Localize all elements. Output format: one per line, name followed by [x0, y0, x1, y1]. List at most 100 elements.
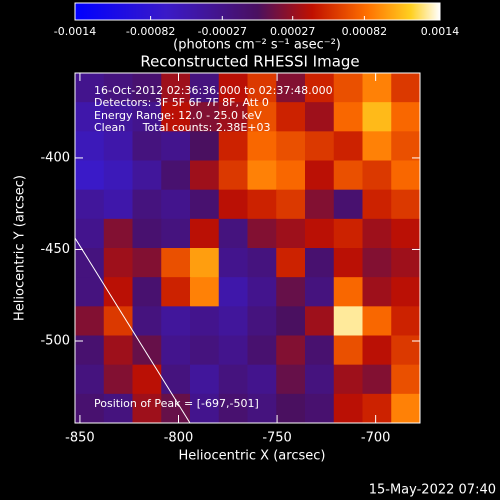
heatmap-cell	[362, 306, 392, 336]
heatmap-cell	[218, 248, 248, 278]
x-tick-label: -850	[65, 431, 95, 446]
heatmap-cell	[391, 160, 420, 191]
heatmap-cell	[218, 277, 248, 307]
heatmap-cell	[132, 306, 162, 336]
heatmap-cell	[190, 393, 220, 423]
heatmap-cell	[103, 248, 133, 278]
heatmap-cell	[391, 189, 420, 220]
heatmap-cell	[305, 306, 335, 336]
heatmap-cell	[362, 248, 392, 278]
heatmap-cell	[103, 393, 133, 423]
heatmap-cell	[132, 364, 162, 395]
annotation: 16-Oct-2012 02:36:36.000 to 02:37:48.000	[94, 84, 333, 97]
colorbar	[74, 2, 441, 21]
heatmap-cell	[247, 189, 277, 220]
heatmap-cell	[132, 277, 162, 307]
heatmap-cell	[190, 189, 220, 220]
colorbar-tick-label: -0.00082	[126, 25, 175, 38]
heatmap-cell	[218, 218, 248, 249]
heatmap-cell	[132, 189, 162, 220]
heatmap-cell	[305, 160, 335, 191]
heatmap-cell	[190, 218, 220, 249]
heatmap-cell	[362, 131, 392, 161]
heatmap-cell	[132, 73, 162, 103]
heatmap-cell	[391, 364, 420, 395]
heatmap-cell	[391, 218, 420, 249]
colorbar-tick-label: -0.00027	[198, 25, 247, 38]
x-tick-label: -750	[262, 431, 292, 446]
colorbar-tick-label: 0.00027	[270, 25, 316, 38]
heatmap-cell	[161, 306, 191, 336]
heatmap-cell	[132, 393, 162, 423]
heatmap-cell	[161, 73, 191, 103]
heatmap-cell	[305, 364, 335, 395]
heatmap-cell	[161, 131, 191, 161]
x-tick-label: -800	[164, 431, 194, 446]
timestamp: 15-May-2022 07:40	[369, 483, 496, 498]
heatmap-cell	[276, 73, 306, 103]
heatmap-cell	[75, 131, 105, 161]
heatmap-cell	[276, 102, 306, 132]
heatmap-cell	[305, 393, 335, 423]
heatmap-cell	[75, 189, 105, 220]
heatmap-cell	[161, 393, 191, 423]
annotation: Energy Range: 12.0 - 25.0 keV	[94, 109, 262, 122]
heatmap-cell	[391, 131, 420, 161]
heatmap-cell	[161, 160, 191, 191]
heatmap-cell	[362, 160, 392, 191]
heatmap-cell	[103, 102, 133, 132]
heatmap-cell	[190, 277, 220, 307]
heatmap-cell	[218, 131, 248, 161]
solar-limb	[75, 237, 191, 423]
chart-title: Reconstructed RHESSI Image	[140, 53, 359, 71]
heatmap-cell	[132, 218, 162, 249]
heatmap-cell	[75, 102, 105, 132]
heatmap-cell	[218, 393, 248, 423]
heatmap-cell	[391, 335, 420, 366]
heatmap-cell	[333, 73, 363, 103]
heatmap-cell	[190, 306, 220, 336]
heatmap-cell	[75, 160, 105, 191]
heatmap-cell	[276, 160, 306, 191]
heatmap-cell	[333, 335, 363, 366]
heatmap-cell	[333, 364, 363, 395]
heatmap-cell	[103, 160, 133, 191]
colorbar-tick-label: 0.0014	[421, 25, 460, 38]
heatmap-cell	[247, 306, 277, 336]
heatmap-cell	[75, 277, 105, 307]
heatmap-cell	[218, 160, 248, 191]
heatmap-cell	[362, 335, 392, 366]
heatmap-cell	[305, 248, 335, 278]
heatmap-cell	[276, 335, 306, 366]
colorbar-tick-label: -0.0014	[54, 25, 96, 38]
heatmap-cell	[362, 364, 392, 395]
heatmap-cell	[362, 73, 392, 103]
heatmap-cell	[276, 218, 306, 249]
heatmap-cell	[247, 248, 277, 278]
heatmap-cell	[247, 102, 277, 132]
heatmap-cell	[362, 102, 392, 132]
heatmap-cell	[103, 73, 133, 103]
heatmap-cell	[103, 335, 133, 366]
heatmap-cell	[218, 335, 248, 366]
annotation: Clean Total counts: 2.38E+03	[94, 121, 271, 134]
x-tick-label: -700	[361, 431, 391, 446]
heatmap-cell	[103, 131, 133, 161]
heatmap-cell	[276, 131, 306, 161]
heatmap-cell	[75, 306, 105, 336]
y-tick-label: -450	[40, 242, 70, 257]
heatmap-cell	[190, 364, 220, 395]
y-tick-label: -400	[40, 150, 70, 165]
heatmap-cell	[190, 102, 220, 132]
heatmap-cell	[190, 248, 220, 278]
heatmap-cell	[333, 218, 363, 249]
heatmap-cell	[161, 277, 191, 307]
heatmap-cell	[161, 335, 191, 366]
heatmap-cell	[333, 160, 363, 191]
heatmap-cell	[218, 189, 248, 220]
x-axis-label: Heliocentric X (arcsec)	[179, 449, 326, 464]
heatmap-cell	[75, 364, 105, 395]
heatmap-cell	[103, 306, 133, 336]
heatmap-cell	[247, 277, 277, 307]
heatmap-cell	[276, 306, 306, 336]
